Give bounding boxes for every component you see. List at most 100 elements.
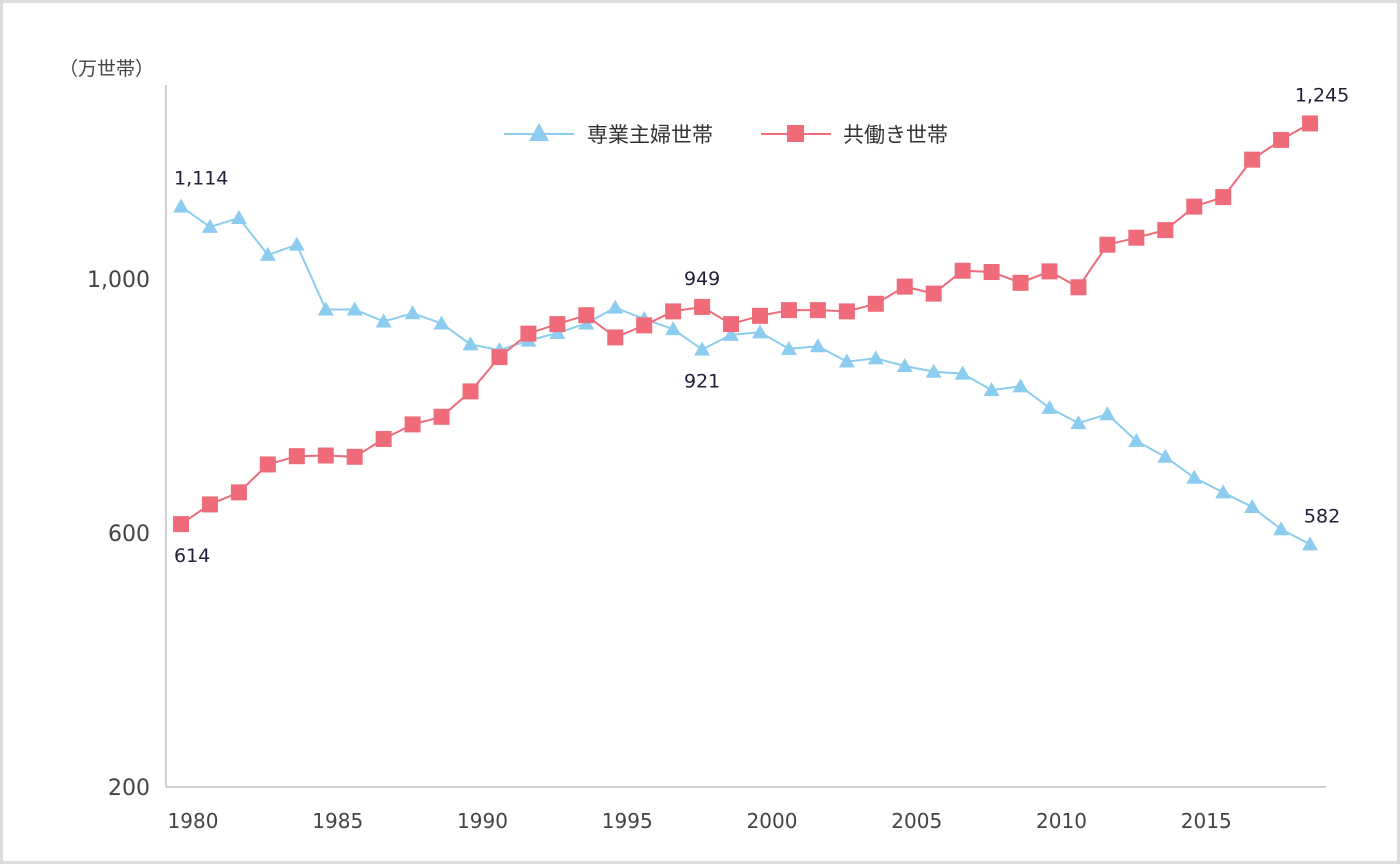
triangle-point bbox=[925, 363, 942, 378]
square-point bbox=[1128, 229, 1145, 246]
triangle-point bbox=[1186, 469, 1203, 484]
legend-label-dual-income: 共働き世帯 bbox=[843, 123, 948, 147]
triangle-point bbox=[867, 350, 884, 365]
triangle-point bbox=[1244, 498, 1261, 513]
series-layer bbox=[173, 115, 1319, 551]
triangle-point bbox=[346, 301, 363, 316]
square-point bbox=[665, 303, 682, 320]
triangle-point bbox=[375, 313, 392, 328]
data-labels: 1,114 614 949 921 1,245 582 bbox=[174, 84, 1349, 567]
legend-item-housewife: 専業主婦世帯 bbox=[504, 123, 713, 147]
square-point bbox=[1302, 115, 1319, 132]
triangle-point bbox=[1215, 484, 1232, 499]
triangle-point bbox=[1157, 448, 1174, 463]
triangle-point bbox=[983, 382, 1000, 397]
square-point bbox=[230, 484, 247, 501]
triangle-point bbox=[607, 299, 624, 314]
x-tick-label: 1980 bbox=[168, 809, 219, 833]
data-label: 582 bbox=[1304, 505, 1340, 527]
square-point bbox=[491, 349, 508, 366]
triangle-point bbox=[1041, 399, 1058, 414]
triangle-point bbox=[259, 246, 276, 261]
x-tick-label: 2010 bbox=[1036, 809, 1087, 833]
square-point bbox=[346, 448, 363, 465]
x-tick-label: 2015 bbox=[1181, 809, 1232, 833]
square-point bbox=[520, 325, 537, 342]
x-tick-label: 1990 bbox=[457, 809, 508, 833]
square-point bbox=[607, 329, 624, 346]
line-housewife bbox=[180, 205, 1311, 546]
square-point bbox=[404, 416, 421, 433]
triangle-point bbox=[838, 353, 855, 368]
square-point bbox=[1186, 198, 1203, 215]
square-point bbox=[433, 408, 450, 425]
square-point bbox=[925, 285, 942, 302]
y-tick-labels: 200 600 1,000 bbox=[87, 268, 150, 801]
legend-item-dual-income: 共働き世帯 bbox=[761, 123, 948, 147]
triangle-point bbox=[1273, 521, 1290, 536]
triangle-point bbox=[896, 357, 913, 372]
data-label: 921 bbox=[684, 370, 720, 392]
square-point bbox=[1273, 131, 1290, 148]
series-dual-income bbox=[173, 115, 1319, 533]
triangle-point bbox=[1012, 378, 1029, 393]
y-axis-unit-label: （万世帯） bbox=[59, 58, 154, 80]
triangle-point bbox=[230, 210, 247, 225]
triangle-point bbox=[694, 341, 711, 356]
square-point bbox=[288, 448, 305, 465]
triangle-point bbox=[201, 218, 218, 233]
triangle-point bbox=[317, 301, 334, 316]
y-tick-label: 1,000 bbox=[87, 268, 150, 293]
data-label: 614 bbox=[174, 545, 210, 567]
line-dual-income bbox=[180, 122, 1311, 525]
triangle-point bbox=[1128, 432, 1145, 447]
square-point bbox=[1070, 279, 1087, 296]
square-point bbox=[578, 307, 595, 324]
x-tick-label: 2000 bbox=[747, 809, 798, 833]
square-point bbox=[896, 278, 913, 295]
x-tick-label: 2005 bbox=[891, 809, 942, 833]
line-chart: （万世帯） 200 600 1,000 1980 1985 1990 1995 2000 20… bbox=[59, 58, 1349, 833]
triangle-point bbox=[173, 198, 189, 213]
triangle-point bbox=[433, 315, 450, 330]
data-label: 1,114 bbox=[174, 168, 228, 190]
triangle-point bbox=[288, 236, 305, 251]
square-point bbox=[838, 303, 855, 320]
triangle-point bbox=[1099, 406, 1116, 421]
legend-label-housewife: 専業主婦世帯 bbox=[587, 123, 713, 147]
square-point bbox=[1099, 236, 1116, 253]
square-point bbox=[752, 307, 768, 324]
square-point bbox=[375, 431, 392, 448]
square-point bbox=[1012, 274, 1029, 291]
triangle-point bbox=[462, 336, 479, 351]
square-point bbox=[780, 302, 797, 319]
triangle-point bbox=[954, 365, 971, 380]
square-point bbox=[983, 264, 1000, 281]
square-point bbox=[549, 316, 566, 333]
triangle-point bbox=[404, 305, 421, 320]
square-point bbox=[259, 456, 276, 473]
square-point bbox=[1041, 263, 1058, 280]
square-point bbox=[723, 316, 740, 333]
triangle-point bbox=[752, 324, 768, 339]
square-point bbox=[694, 298, 711, 315]
square-point bbox=[1157, 222, 1174, 239]
chart-axes bbox=[165, 85, 1326, 788]
square-point bbox=[173, 516, 189, 533]
square-point bbox=[1244, 151, 1261, 168]
square-point bbox=[462, 383, 479, 400]
square-point bbox=[201, 496, 218, 513]
triangle-point bbox=[780, 340, 797, 355]
x-tick-label: 1985 bbox=[312, 809, 363, 833]
square-point bbox=[636, 317, 653, 334]
data-label: 1,245 bbox=[1295, 84, 1349, 106]
x-tick-label: 1995 bbox=[602, 809, 653, 833]
square-point bbox=[867, 295, 884, 312]
series-housewife bbox=[173, 198, 1319, 551]
triangle-point bbox=[1302, 536, 1319, 551]
data-label: 949 bbox=[684, 268, 720, 290]
square-point bbox=[317, 447, 334, 464]
square-point bbox=[954, 262, 971, 279]
y-tick-label: 600 bbox=[108, 522, 150, 547]
